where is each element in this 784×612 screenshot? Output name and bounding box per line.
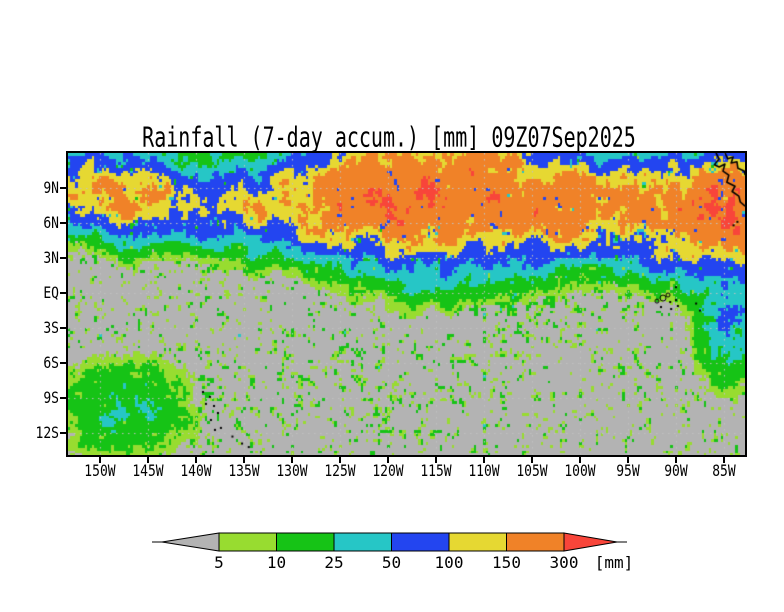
x-tick-label: 135W bbox=[228, 462, 260, 481]
x-tick-mark bbox=[722, 457, 725, 463]
y-tick-mark bbox=[60, 327, 66, 330]
y-tick-label: 9S bbox=[43, 389, 59, 408]
colorbar-level-label: 5 bbox=[214, 553, 224, 572]
y-tick-label: 9N bbox=[43, 179, 59, 198]
y-tick-label: 6S bbox=[43, 354, 59, 373]
y-tick-mark bbox=[60, 362, 66, 365]
map-canvas bbox=[68, 153, 745, 455]
map-frame bbox=[66, 151, 747, 457]
y-tick-label: 12S bbox=[35, 424, 59, 443]
colorbar-segment bbox=[333, 532, 392, 552]
colorbar-svg: 5 10 25 50 100 150 300 [mm] bbox=[152, 532, 634, 572]
x-tick-mark bbox=[434, 457, 437, 463]
x-tick-mark bbox=[290, 457, 293, 463]
x-tick-mark bbox=[530, 457, 533, 463]
x-tick-label: 150W bbox=[84, 462, 116, 481]
x-tick-label: 110W bbox=[468, 462, 500, 481]
x-tick-label: 130W bbox=[276, 462, 308, 481]
colorbar-arrow-above bbox=[563, 532, 618, 552]
colorbar-level-label: 50 bbox=[382, 553, 401, 572]
x-tick-label: 120W bbox=[372, 462, 404, 481]
x-tick-mark bbox=[194, 457, 197, 463]
x-tick-mark bbox=[146, 457, 149, 463]
x-tick-label: 95W bbox=[616, 462, 640, 481]
x-tick-label: 115W bbox=[420, 462, 452, 481]
colorbar-units-label: [mm] bbox=[595, 553, 634, 572]
colorbar-segment bbox=[276, 532, 335, 552]
y-tick-label: 3N bbox=[43, 249, 59, 268]
x-tick-label: 90W bbox=[664, 462, 688, 481]
y-tick-mark bbox=[60, 397, 66, 400]
x-tick-label: 105W bbox=[516, 462, 548, 481]
colorbar-segment bbox=[448, 532, 507, 552]
colorbar: 5 10 25 50 100 150 300 [mm] bbox=[150, 528, 650, 574]
x-tick-mark bbox=[578, 457, 581, 463]
x-tick-mark bbox=[626, 457, 629, 463]
y-tick-mark bbox=[60, 222, 66, 224]
x-tick-label: 125W bbox=[324, 462, 356, 481]
x-tick-mark bbox=[98, 457, 101, 463]
x-tick-mark bbox=[482, 457, 485, 463]
colorbar-segment bbox=[391, 532, 450, 552]
x-tick-label: 145W bbox=[132, 462, 164, 481]
x-tick-mark bbox=[242, 457, 245, 463]
colorbar-segment bbox=[218, 532, 277, 552]
x-tick-label: 100W bbox=[564, 462, 596, 481]
x-tick-label: 140W bbox=[180, 462, 212, 481]
colorbar-level-label: 25 bbox=[324, 553, 343, 572]
plot-title: Rainfall (7-day accum.) [mm] 09Z07Sep202… bbox=[142, 119, 636, 154]
colorbar-level-label: 100 bbox=[435, 553, 464, 572]
y-tick-label: 3S bbox=[43, 319, 59, 338]
colorbar-level-label: 300 bbox=[550, 553, 579, 572]
y-tick-mark bbox=[60, 187, 66, 189]
x-tick-mark bbox=[386, 457, 389, 463]
y-tick-mark bbox=[60, 257, 66, 260]
x-tick-mark bbox=[674, 457, 677, 463]
x-tick-label: 85W bbox=[712, 462, 736, 481]
y-tick-label: 6N bbox=[43, 214, 59, 233]
x-tick-mark bbox=[338, 457, 341, 463]
colorbar-arrow-below bbox=[161, 532, 220, 552]
y-tick-mark bbox=[60, 432, 66, 435]
colorbar-level-label: 150 bbox=[492, 553, 521, 572]
y-tick-mark bbox=[60, 292, 66, 295]
y-tick-label: EQ bbox=[43, 284, 59, 303]
colorbar-segment bbox=[506, 532, 565, 552]
colorbar-level-label: 10 bbox=[267, 553, 286, 572]
